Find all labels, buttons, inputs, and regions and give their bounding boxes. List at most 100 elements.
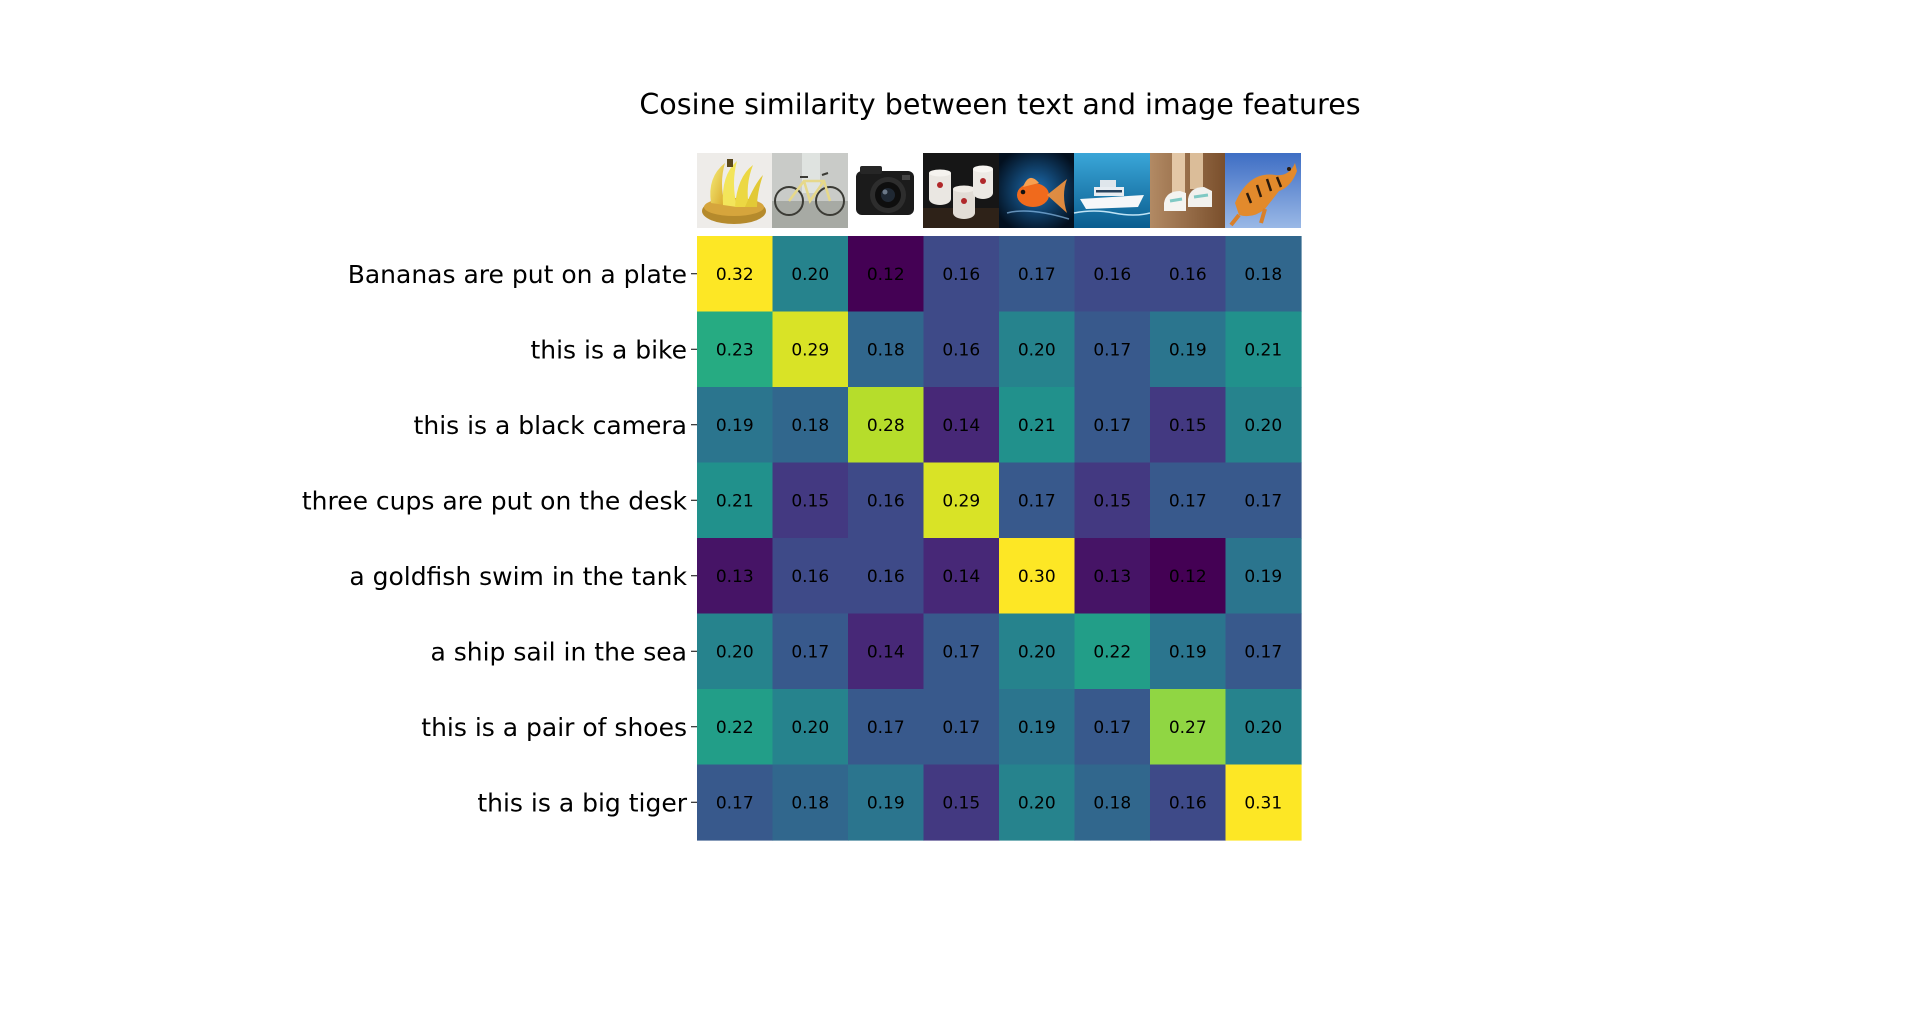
cell-value-label: 0.28 <box>867 416 905 436</box>
heatmap-cell <box>923 462 1000 539</box>
heatmap-cell <box>848 613 925 690</box>
row-label: this is a black camera <box>414 411 687 440</box>
heatmap-cell <box>697 311 774 388</box>
heatmap-cell <box>999 387 1076 464</box>
heatmap-cell <box>1225 387 1302 464</box>
cell-value-label: 0.15 <box>1169 416 1207 436</box>
heatmap-cell <box>697 538 774 615</box>
cell-value-label: 0.20 <box>1018 793 1056 813</box>
cell-value-label: 0.27 <box>1169 718 1207 738</box>
cell-value-label: 0.13 <box>1093 567 1131 587</box>
heatmap-cell <box>1225 689 1302 766</box>
heatmap-cell <box>923 311 1000 388</box>
heatmap-cell <box>848 462 925 539</box>
row-label: Bananas are put on a plate <box>348 260 687 289</box>
cell-value-label: 0.16 <box>1169 265 1207 285</box>
cell-value-label: 0.17 <box>942 642 980 662</box>
heatmap-cell <box>772 538 849 615</box>
heatmap-cell <box>848 236 925 313</box>
heatmap-cell <box>1150 764 1227 841</box>
cell-value-label: 0.18 <box>1093 793 1131 813</box>
heatmap-cell <box>1074 311 1151 388</box>
heatmap-cell <box>1225 613 1302 690</box>
heatmap-cell <box>697 689 774 766</box>
heatmap-cell <box>923 538 1000 615</box>
row-label: this is a bike <box>530 335 687 364</box>
heatmap-cell <box>1150 311 1227 388</box>
cell-value-label: 0.18 <box>1244 265 1282 285</box>
heatmap-cell <box>848 311 925 388</box>
heatmap-cell <box>1150 236 1227 313</box>
heatmap-cell <box>848 689 925 766</box>
cell-value-label: 0.30 <box>1018 567 1056 587</box>
heatmap-cell <box>848 387 925 464</box>
cell-value-label: 0.19 <box>1169 340 1207 360</box>
cell-value-label: 0.19 <box>716 416 754 436</box>
heatmap-cell <box>1150 689 1227 766</box>
cell-value-label: 0.14 <box>942 567 980 587</box>
cell-value-label: 0.31 <box>1244 793 1282 813</box>
cell-value-label: 0.32 <box>716 265 754 285</box>
heatmap-cell <box>1225 538 1302 615</box>
row-label: this is a big tiger <box>477 788 687 817</box>
cell-value-label: 0.21 <box>1244 340 1282 360</box>
cell-value-label: 0.12 <box>1169 567 1207 587</box>
cell-value-label: 0.15 <box>791 491 829 511</box>
cell-value-label: 0.19 <box>867 793 905 813</box>
heatmap-cell <box>999 764 1076 841</box>
cell-value-label: 0.15 <box>1093 491 1131 511</box>
heatmap-cell <box>697 764 774 841</box>
row-label: a ship sail in the sea <box>430 637 687 666</box>
column-image-three-cups-image <box>923 153 999 228</box>
cell-value-label: 0.21 <box>1018 416 1056 436</box>
row-label: a goldfish swim in the tank <box>349 562 687 591</box>
heatmap-cell <box>999 311 1076 388</box>
column-image-bicycle-image <box>772 153 848 228</box>
heatmap-cells: 0.32 0.20 0.12 0.16 0.17 0.16 0.16 0.18 0.23 0.29… <box>697 236 1302 841</box>
cell-value-label: 0.16 <box>1093 265 1131 285</box>
heatmap-cell <box>923 613 1000 690</box>
heatmap-cell <box>1074 613 1151 690</box>
cell-value-label: 0.21 <box>716 491 754 511</box>
heatmap-cell <box>923 236 1000 313</box>
heatmap-cell <box>697 236 774 313</box>
row-label: this is a pair of shoes <box>421 713 687 742</box>
heatmap-cell <box>772 613 849 690</box>
cell-value-label: 0.20 <box>716 642 754 662</box>
cell-value-label: 0.14 <box>942 416 980 436</box>
heatmap-cell <box>697 613 774 690</box>
heatmap-cell <box>1225 764 1302 841</box>
cell-value-label: 0.23 <box>716 340 754 360</box>
cell-value-label: 0.17 <box>791 642 829 662</box>
column-image-shoes-image <box>1150 153 1225 228</box>
row-labels: Bananas are put on a plate this is a bike… <box>302 260 697 817</box>
heatmap-cell <box>999 689 1076 766</box>
row-label: three cups are put on the desk <box>302 486 688 515</box>
cell-value-label: 0.18 <box>791 416 829 436</box>
cell-value-label: 0.20 <box>1018 642 1056 662</box>
cell-value-label: 0.17 <box>1018 491 1056 511</box>
column-image-goldfish-image <box>999 153 1074 228</box>
cell-value-label: 0.20 <box>791 718 829 738</box>
column-image-black-camera-image <box>848 153 923 228</box>
heatmap-cell <box>848 764 925 841</box>
chart-title: Cosine similarity between text and image… <box>639 88 1360 121</box>
heatmap-cell <box>923 387 1000 464</box>
heatmap-cell <box>697 462 774 539</box>
cell-value-label: 0.17 <box>1244 642 1282 662</box>
cell-value-label: 0.17 <box>1244 491 1282 511</box>
heatmap-cell <box>1074 387 1151 464</box>
heatmap-cell <box>772 311 849 388</box>
heatmap-cell <box>1150 387 1227 464</box>
cell-value-label: 0.17 <box>942 718 980 738</box>
heatmap-cell <box>1225 311 1302 388</box>
cell-value-label: 0.18 <box>867 340 905 360</box>
heatmap-cell <box>1074 689 1151 766</box>
cell-value-label: 0.20 <box>1244 416 1282 436</box>
heatmap-cell <box>1225 462 1302 539</box>
cell-value-label: 0.13 <box>716 567 754 587</box>
heatmap-cell <box>1150 462 1227 539</box>
cell-value-label: 0.19 <box>1169 642 1207 662</box>
